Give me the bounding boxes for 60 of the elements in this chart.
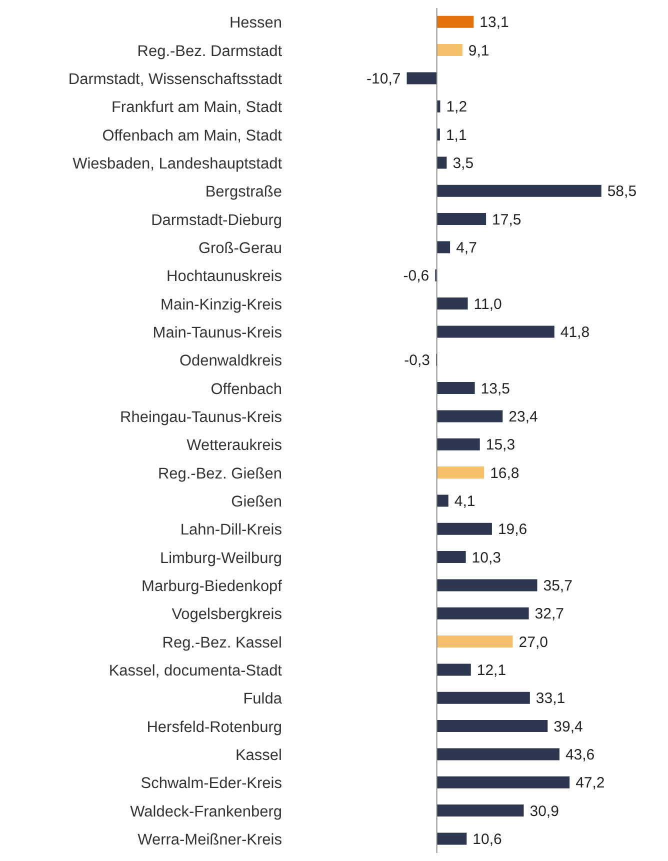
data-label: 10,3	[472, 549, 502, 566]
y-tick-label: Kassel, documenta-Stadt	[108, 662, 283, 680]
y-tick-label: Rheingau-Taunus-Kreis	[120, 408, 282, 426]
y-tick-label: Groß-Gerau	[198, 240, 282, 257]
y-tick-label: Fulda	[243, 690, 282, 708]
data-label: 13,1	[480, 14, 509, 32]
data-label: 11,0	[474, 296, 502, 313]
y-tick-label: Werra-Meißner-Kreis	[138, 831, 282, 848]
data-label: 4,1	[454, 492, 476, 510]
data-label: 39,4	[554, 718, 583, 736]
data-label: -10,7	[366, 70, 401, 88]
y-tick-label: Darmstadt, Wissenschaftsstadt	[68, 70, 283, 88]
y-tick-label: Marburg-Biedenkopf	[142, 578, 283, 595]
data-label: -0,3	[404, 352, 430, 370]
y-tick-label: Lahn-Dill-Kreis	[180, 522, 282, 539]
y-tick-label: Schwalm-Eder-Kreis	[140, 775, 282, 792]
y-tick-label: Hersfeld-Rotenburg	[146, 718, 282, 736]
data-label: 17,5	[492, 211, 522, 228]
data-label: 12,1	[476, 662, 506, 679]
data-label: 10,6	[472, 830, 502, 848]
data-label: -0,6	[403, 268, 430, 285]
data-label: 3,5	[452, 154, 474, 172]
y-tick-label: Darmstadt-Dieburg	[151, 212, 282, 229]
y-tick-label: Hessen	[229, 14, 282, 32]
data-label: 15,3	[486, 436, 516, 454]
data-label: 16,8	[490, 464, 520, 482]
y-tick-label: Hochtaunuskreis	[166, 268, 282, 286]
data-label: 35,7	[543, 577, 572, 594]
y-tick-label: Vogelsbergkreis	[172, 606, 282, 624]
y-tick-label: Reg.-Bez. Kassel	[162, 634, 282, 652]
y-tick-label: Offenbach am Main, Stadt	[102, 127, 283, 144]
data-label: 1,1	[446, 126, 467, 144]
data-label: 19,6	[498, 521, 528, 538]
y-tick-label: Bergstraße	[205, 184, 282, 201]
data-label: 33,1	[536, 690, 566, 708]
data-label: 9,1	[468, 42, 490, 60]
y-tick-label: Limburg-Weilburg	[160, 550, 282, 567]
data-label: 41,8	[560, 324, 590, 341]
y-tick-label: Waldeck-Frankenberg	[130, 803, 282, 820]
data-label: 47,2	[576, 774, 605, 792]
y-tick-label: Wiesbaden, Landeshauptstadt	[72, 155, 283, 172]
data-label: 1,2	[446, 98, 468, 116]
y-tick-label: Kassel	[235, 746, 282, 764]
data-label: 32,7	[534, 606, 564, 623]
y-tick-label: Main-Kinzig-Kreis	[160, 296, 282, 314]
data-label: 13,5	[480, 380, 510, 398]
data-label: 43,6	[565, 746, 595, 764]
data-label: 23,4	[508, 408, 538, 426]
data-label: 58,5	[607, 183, 637, 200]
data-label: 27,0	[518, 634, 548, 651]
data-label: 30,9	[530, 802, 559, 820]
y-tick-label: Offenbach	[210, 380, 282, 398]
y-tick-label: Gießen	[231, 493, 282, 510]
data-label: 4,7	[456, 239, 477, 256]
y-tick-label: Wetteraukreis	[186, 437, 282, 454]
y-tick-label: Reg.-Bez. Gießen	[158, 465, 282, 482]
y-tick-label: Frankfurt am Main, Stadt	[111, 99, 283, 116]
y-tick-label: Main-Taunus-Kreis	[152, 324, 282, 342]
y-tick-label: Odenwaldkreis	[179, 352, 282, 370]
y-tick-label: Reg.-Bez. Darmstadt	[137, 42, 283, 60]
